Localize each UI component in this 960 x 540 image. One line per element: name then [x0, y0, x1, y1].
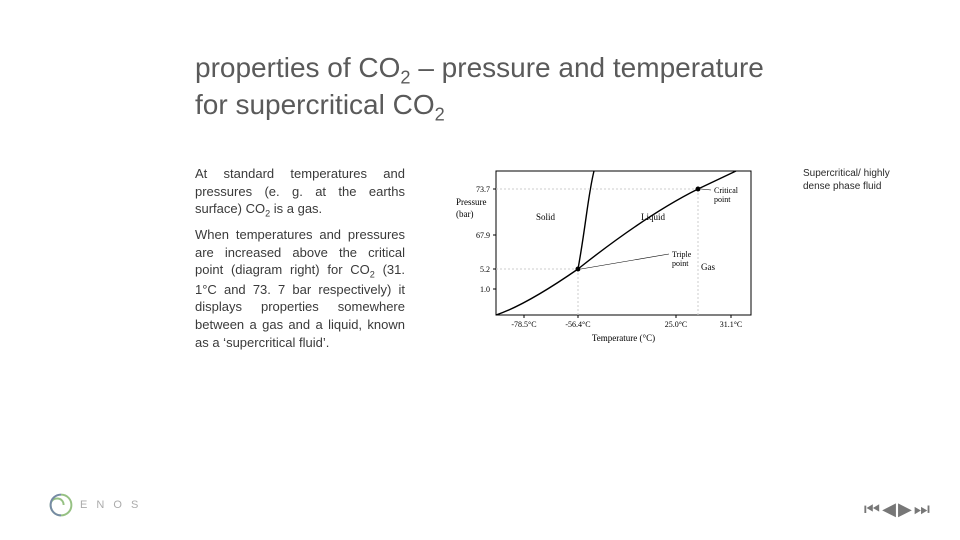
svg-text:73.7: 73.7: [476, 185, 490, 194]
slide-title: properties of CO2 – pressure and tempera…: [195, 52, 775, 125]
svg-text:Triple: Triple: [672, 250, 692, 259]
slide-nav: ⏮ ◀ ▶ ⏭: [864, 499, 930, 520]
svg-text:67.9: 67.9: [476, 231, 490, 240]
phase-diagram-svg: 73.7 67.9 5.2 1.0 -78.5°C -56.4°C 25.0°C 31.1°C…: [436, 165, 776, 345]
enos-logo: E N O S: [48, 492, 141, 518]
nav-prev-icon[interactable]: ◀: [882, 499, 896, 520]
body-text: At standard temperatures and pressures (…: [195, 165, 405, 357]
svg-text:1.0: 1.0: [480, 285, 490, 294]
svg-text:5.2: 5.2: [480, 265, 490, 274]
svg-text:Solid: Solid: [536, 212, 556, 222]
paragraph-2: When temperatures and pressures are incr…: [195, 226, 405, 351]
svg-text:Critical: Critical: [714, 186, 739, 195]
logo-text: E N O S: [80, 499, 141, 511]
svg-text:Temperature (°C): Temperature (°C): [592, 333, 655, 343]
svg-text:Liquid: Liquid: [641, 212, 665, 222]
logo-swirl-icon: [48, 492, 74, 518]
svg-text:point: point: [714, 195, 731, 204]
nav-play-icon[interactable]: ▶: [898, 499, 912, 520]
svg-text:(bar): (bar): [456, 209, 474, 219]
nav-first-icon[interactable]: ⏮: [864, 499, 880, 520]
nav-last-icon[interactable]: ⏭: [914, 499, 930, 520]
svg-text:25.0°C: 25.0°C: [665, 320, 688, 329]
svg-text:-56.4°C: -56.4°C: [565, 320, 590, 329]
svg-text:-78.5°C: -78.5°C: [511, 320, 536, 329]
svg-text:Gas: Gas: [701, 262, 715, 272]
supercritical-annotation: Supercritical/ highly dense phase fluid: [803, 168, 893, 193]
svg-text:point: point: [672, 259, 689, 268]
paragraph-1: At standard temperatures and pressures (…: [195, 165, 405, 220]
svg-text:Pressure: Pressure: [456, 197, 487, 207]
svg-text:31.1°C: 31.1°C: [720, 320, 743, 329]
phase-diagram: 73.7 67.9 5.2 1.0 -78.5°C -56.4°C 25.0°C 31.1°C…: [436, 165, 776, 345]
